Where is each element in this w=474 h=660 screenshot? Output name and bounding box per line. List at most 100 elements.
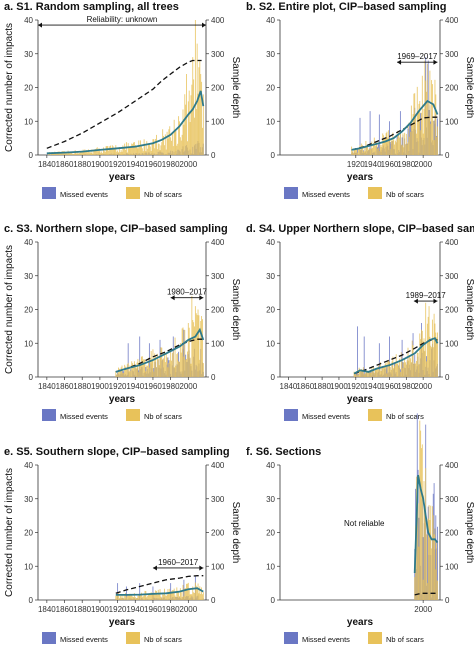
bar-nb-of-scars xyxy=(415,133,417,155)
x-tick-label: 1880 xyxy=(73,382,91,391)
bar-nb-of-scars xyxy=(148,593,150,600)
bar-nb-of-scars xyxy=(189,122,191,155)
bar-nb-of-scars xyxy=(136,146,138,155)
bar-nb-of-scars xyxy=(110,145,111,155)
bar-nb-of-scars xyxy=(160,596,162,600)
bar-nb-of-scars xyxy=(180,140,182,155)
y2-tick-label: 200 xyxy=(445,529,459,538)
bar-nb-of-scars xyxy=(101,151,103,155)
x-tick-label: 1980 xyxy=(397,160,415,169)
bar-nb-of-scars xyxy=(139,360,141,377)
bar-nb-of-scars xyxy=(396,138,398,155)
bar-nb-of-scars xyxy=(193,79,195,155)
bar-nb-of-scars xyxy=(103,150,105,155)
bar-nb-of-scars xyxy=(173,119,175,155)
bar-nb-of-scars xyxy=(371,141,373,155)
bar-nb-of-scars xyxy=(98,148,100,155)
y2-tick-label: 100 xyxy=(445,117,459,126)
bar-nb-of-scars xyxy=(79,152,81,155)
bar-nb-of-scars xyxy=(408,360,410,377)
bar-nb-of-scars xyxy=(153,371,155,377)
bar-nb-of-scars xyxy=(169,588,171,600)
legend-label-nb-of-scars: Nb of scars xyxy=(144,190,182,199)
bar-nb-of-scars xyxy=(139,145,141,155)
bar-nb-of-scars xyxy=(172,351,174,377)
bar-missed-events xyxy=(148,343,150,377)
bar-nb-of-scars xyxy=(178,591,180,600)
bar-nb-of-scars xyxy=(354,148,356,155)
bar-nb-of-scars xyxy=(432,515,434,600)
bar-nb-of-scars xyxy=(392,132,394,155)
y2-axis-label: Sample depth xyxy=(230,502,241,564)
bar-nb-of-scars xyxy=(168,129,170,155)
bar-nb-of-scars xyxy=(194,20,196,155)
y2-tick-label: 300 xyxy=(211,50,225,59)
y2-axis-label: Sample depth xyxy=(230,279,241,341)
y-tick-label: 40 xyxy=(266,461,275,470)
bar-nb-of-scars xyxy=(122,373,124,377)
bar-nb-of-scars xyxy=(127,143,129,155)
legend-swatch-missed-events xyxy=(284,632,298,644)
legend-label-missed-events: Missed events xyxy=(60,190,108,199)
bar-nb-of-scars xyxy=(188,589,190,600)
bar-nb-of-scars xyxy=(434,528,436,600)
bar-nb-of-scars xyxy=(161,347,163,377)
bar-nb-of-scars xyxy=(401,145,403,155)
bar-nb-of-scars xyxy=(357,148,359,155)
bar-nb-of-scars xyxy=(166,357,168,377)
bar-nb-of-scars xyxy=(127,362,129,377)
bar-nb-of-scars xyxy=(152,139,154,155)
bar-nb-of-scars xyxy=(389,139,390,155)
bar-nb-of-scars xyxy=(192,586,194,600)
bar-nb-of-scars xyxy=(424,60,426,155)
bar-nb-of-scars xyxy=(133,596,134,600)
bar-nb-of-scars xyxy=(171,590,173,600)
bar-missed-events xyxy=(127,343,129,377)
bar-nb-of-scars xyxy=(197,93,199,155)
bar-nb-of-scars xyxy=(81,152,83,155)
bar-nb-of-scars xyxy=(193,592,195,600)
bar-nb-of-scars xyxy=(55,153,57,155)
x-tick-label: 1940 xyxy=(126,605,144,614)
bar-nb-of-scars xyxy=(435,332,437,377)
bar-nb-of-scars xyxy=(184,329,186,377)
bar-nb-of-scars xyxy=(83,151,85,155)
y2-tick-label: 200 xyxy=(211,529,225,538)
bar-nb-of-scars xyxy=(122,145,124,155)
bar-nb-of-scars xyxy=(145,591,147,600)
bar-nb-of-scars xyxy=(174,595,176,600)
x-axis-label: years xyxy=(109,617,136,628)
bar-nb-of-scars xyxy=(181,134,183,155)
bar-nb-of-scars xyxy=(100,152,102,155)
bar-nb-of-scars xyxy=(110,147,112,155)
y-tick-label: 0 xyxy=(271,596,276,605)
y2-tick-label: 100 xyxy=(445,339,459,348)
bar-nb-of-scars xyxy=(171,140,172,155)
x-tick-label: 1880 xyxy=(73,605,91,614)
bar-nb-of-scars xyxy=(186,583,187,600)
bar-nb-of-scars xyxy=(202,319,203,377)
bar-nb-of-scars xyxy=(182,109,184,155)
bar-nb-of-scars xyxy=(405,362,406,377)
bar-nb-of-scars xyxy=(412,345,414,377)
bar-nb-of-scars xyxy=(113,148,115,155)
bar-nb-of-scars xyxy=(374,146,376,155)
bar-nb-of-scars xyxy=(405,364,407,377)
bar-nb-of-scars xyxy=(403,362,405,377)
y2-tick-label: 0 xyxy=(445,373,450,382)
bar-nb-of-scars xyxy=(365,140,367,155)
bar-nb-of-scars xyxy=(362,151,364,155)
bar-nb-of-scars xyxy=(191,84,193,155)
x-tick-label: 1860 xyxy=(56,382,74,391)
bar-nb-of-scars xyxy=(71,152,73,155)
bar-nb-of-scars xyxy=(407,347,409,377)
y2-tick-label: 300 xyxy=(211,495,225,504)
bar-nb-of-scars xyxy=(376,369,378,377)
bar-nb-of-scars xyxy=(410,362,412,377)
bar-nb-of-scars xyxy=(136,598,138,600)
bar-nb-of-scars xyxy=(117,150,119,155)
bar-nb-of-scars xyxy=(426,583,428,600)
bar-nb-of-scars xyxy=(423,108,425,155)
y-tick-label: 40 xyxy=(24,238,33,247)
bar-nb-of-scars xyxy=(390,140,392,155)
